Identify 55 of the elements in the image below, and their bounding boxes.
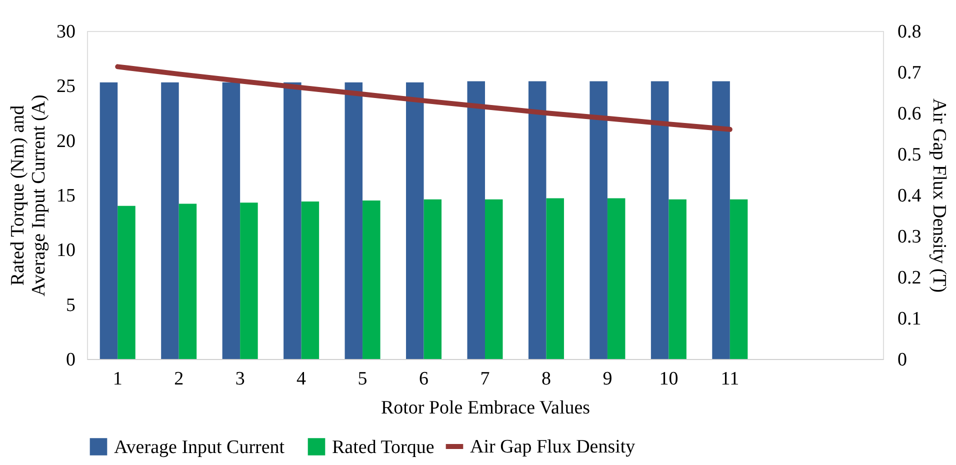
y2-tick-label: 0 [898, 350, 907, 370]
bar [100, 82, 118, 359]
y-tick-label: 25 [56, 76, 76, 98]
y2-tick-label: 0.4 [898, 186, 922, 206]
x-tick-label: 3 [235, 368, 245, 390]
bar [344, 82, 363, 359]
x-tick-label: 7 [480, 368, 490, 390]
y-tick-label: 15 [56, 186, 76, 206]
bar [485, 199, 503, 359]
y2-tick-label: 0.7 [898, 62, 922, 84]
legend-label: Air Gap Flux Density [470, 436, 636, 458]
legend-label: Rated Torque [332, 436, 434, 458]
bar [406, 82, 424, 359]
x-tick-label: 4 [296, 368, 307, 390]
y-tick-label: 10 [56, 240, 76, 262]
bar [607, 198, 626, 359]
bar [467, 81, 485, 359]
y2-tick-label: 0.1 [898, 308, 922, 330]
y2-tick-label: 0.2 [898, 268, 922, 288]
bar [301, 202, 320, 359]
x-tick-label: 10 [659, 368, 678, 390]
bar [650, 81, 669, 359]
y-tick-label: 0 [66, 350, 76, 370]
y2-tick-label: 0.5 [898, 144, 922, 166]
x-tick-label: 2 [174, 368, 184, 390]
x-tick-label: 11 [720, 368, 740, 390]
legend-label: Average Input Current [114, 436, 286, 458]
y-tick-label: 30 [56, 22, 76, 42]
bar [284, 82, 302, 359]
bar [424, 199, 442, 359]
bar [712, 81, 730, 359]
y-tick-label: 5 [66, 294, 76, 316]
bar [590, 81, 608, 359]
bar [161, 82, 179, 359]
x-axis-title: Rotor Pole Embrace Values [380, 398, 590, 418]
y-tick-label: 20 [56, 130, 76, 152]
bar [222, 82, 240, 359]
bar [668, 199, 686, 359]
bar [362, 200, 380, 359]
x-tick-label: 8 [541, 368, 551, 390]
y2-axis-title: Air Gap Flux Density (T) [928, 98, 950, 293]
x-tick-label: 6 [419, 368, 429, 390]
bar [240, 202, 258, 359]
x-tick-label: 1 [112, 368, 122, 390]
x-tick-label: 5 [358, 368, 368, 390]
y-axis-title: Rated Torque (Nm) and Average Input Current (A) [8, 94, 50, 296]
bar [730, 199, 748, 359]
y2-tick-label: 0.6 [898, 104, 922, 124]
x-tick-label: 9 [602, 368, 612, 390]
y2-tick-label: 0.8 [898, 22, 922, 42]
y2-tick-label: 0.3 [898, 226, 922, 248]
bar [528, 81, 546, 359]
bar [118, 206, 136, 359]
bar [178, 204, 197, 359]
bar [546, 198, 564, 359]
